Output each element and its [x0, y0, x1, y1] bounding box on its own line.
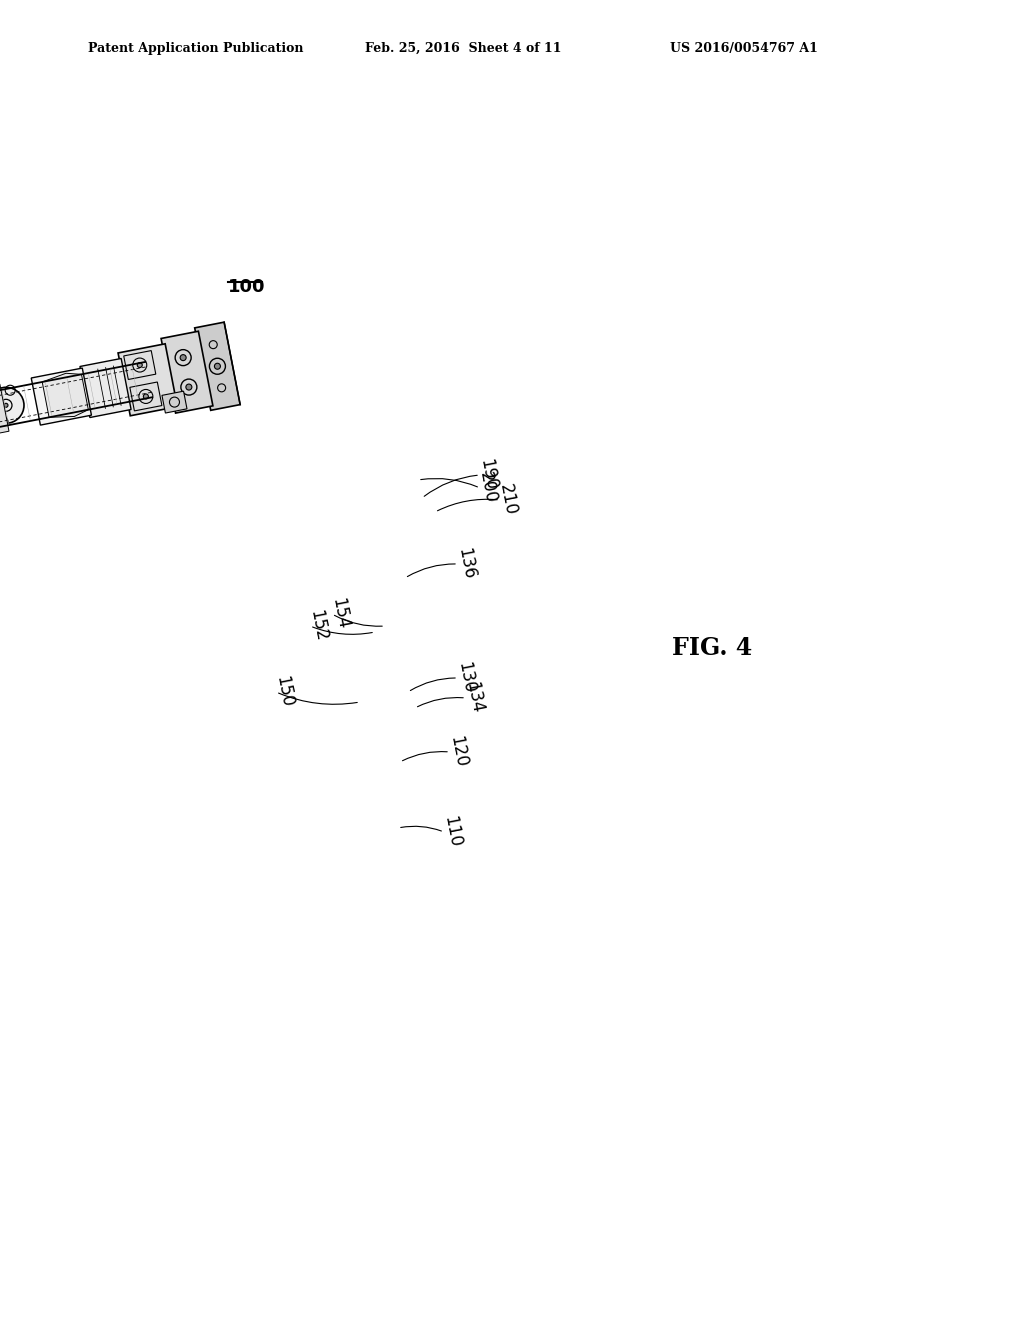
Text: 150: 150	[272, 675, 296, 709]
Polygon shape	[32, 368, 91, 425]
Text: 130: 130	[454, 661, 478, 696]
Text: 190: 190	[476, 458, 500, 492]
Text: Patent Application Publication: Patent Application Publication	[88, 42, 303, 55]
Text: 136: 136	[454, 546, 478, 581]
Circle shape	[0, 387, 24, 424]
Text: 154: 154	[328, 597, 352, 631]
Polygon shape	[195, 322, 241, 411]
Text: 120: 120	[446, 735, 470, 770]
Text: 152: 152	[306, 609, 330, 643]
Polygon shape	[0, 384, 9, 434]
Polygon shape	[80, 359, 131, 417]
Polygon shape	[42, 374, 88, 417]
Text: 110: 110	[440, 814, 464, 849]
Text: US 2016/0054767 A1: US 2016/0054767 A1	[670, 42, 818, 55]
Polygon shape	[162, 391, 187, 413]
Circle shape	[186, 384, 191, 391]
Text: 100: 100	[228, 279, 265, 296]
Text: 134: 134	[462, 681, 485, 715]
Text: 210: 210	[497, 483, 520, 517]
Polygon shape	[118, 343, 177, 416]
Polygon shape	[161, 331, 213, 413]
Circle shape	[180, 355, 186, 360]
Text: FIG. 4: FIG. 4	[672, 636, 753, 660]
Circle shape	[214, 363, 220, 370]
Circle shape	[143, 393, 148, 399]
Text: Feb. 25, 2016  Sheet 4 of 11: Feb. 25, 2016 Sheet 4 of 11	[365, 42, 561, 55]
Circle shape	[137, 363, 142, 367]
Circle shape	[4, 404, 8, 408]
Text: 200: 200	[476, 471, 500, 506]
